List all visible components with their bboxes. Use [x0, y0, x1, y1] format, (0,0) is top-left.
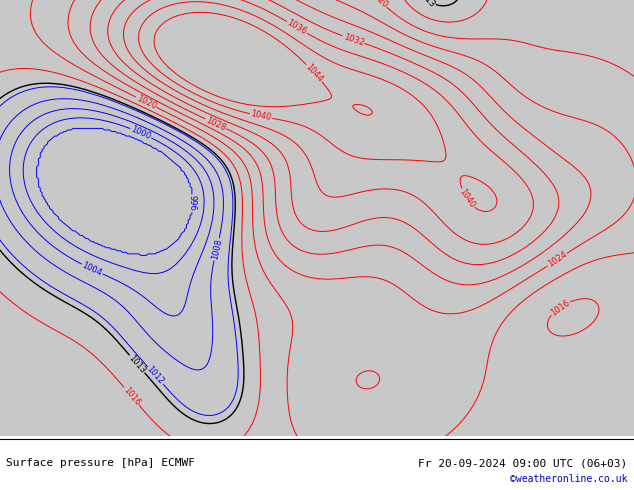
Text: 1013: 1013: [416, 0, 436, 9]
Text: ©weatheronline.co.uk: ©weatheronline.co.uk: [510, 474, 628, 484]
Text: 1016: 1016: [548, 298, 571, 317]
Text: 996: 996: [188, 196, 197, 211]
Text: Surface pressure [hPa] ECMWF: Surface pressure [hPa] ECMWF: [6, 458, 195, 468]
Text: 1000: 1000: [129, 124, 152, 141]
Text: Fr 20-09-2024 09:00 UTC (06+03): Fr 20-09-2024 09:00 UTC (06+03): [418, 458, 628, 468]
Text: 1032: 1032: [342, 32, 365, 48]
Text: 1036: 1036: [285, 18, 308, 37]
Text: 1012: 1012: [145, 365, 165, 386]
Text: 1004: 1004: [81, 261, 103, 278]
Text: 1040: 1040: [250, 110, 272, 122]
Text: 1020: 1020: [135, 94, 158, 111]
Text: 1044: 1044: [304, 62, 325, 84]
Text: 1020: 1020: [367, 0, 389, 10]
Text: 1013: 1013: [127, 353, 147, 375]
Text: 1040: 1040: [457, 188, 477, 210]
Text: 1008: 1008: [210, 238, 223, 261]
Text: 1028: 1028: [204, 115, 228, 132]
Text: 1016: 1016: [121, 385, 142, 407]
Text: 1024: 1024: [546, 250, 569, 269]
